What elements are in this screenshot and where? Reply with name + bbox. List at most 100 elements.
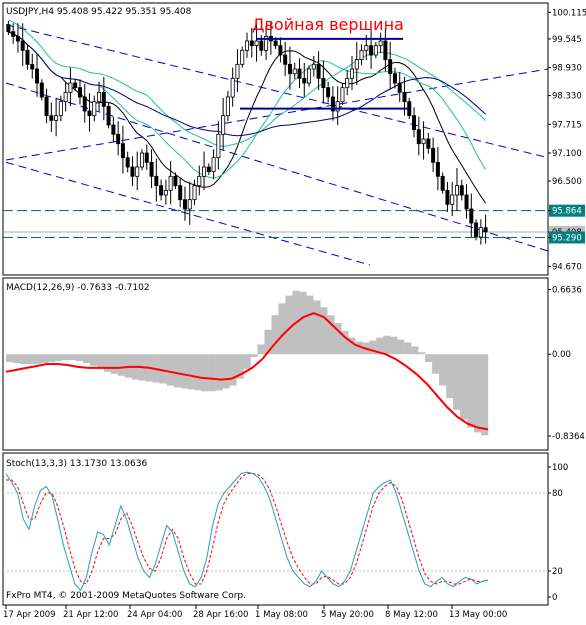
price-candle[interactable] [187,181,192,225]
price-candle[interactable] [192,179,197,206]
price-candle[interactable] [168,160,173,205]
price-candle[interactable] [92,95,97,122]
price-candle[interactable] [454,167,459,211]
price-candle[interactable] [349,55,354,91]
price-candle[interactable] [330,86,335,121]
price-candle[interactable] [178,177,183,208]
price-candle[interactable] [225,90,230,122]
price-candle[interactable] [335,86,340,125]
price-candle[interactable] [469,193,474,237]
price-candle[interactable] [54,97,59,137]
price-candle[interactable] [483,214,488,244]
price-candle[interactable] [6,20,11,36]
price-candle[interactable] [340,83,345,106]
price-candle[interactable] [97,81,102,112]
macd-signal-line[interactable] [5,312,489,431]
price-candle[interactable] [87,93,92,132]
trend-channel-line-2[interactable] [5,82,549,252]
price-candle[interactable] [435,146,440,191]
price-candle[interactable] [450,181,455,217]
price-candle[interactable] [68,67,73,107]
price-candle[interactable] [307,65,312,87]
price-candle[interactable] [426,132,431,154]
price-candle[interactable] [459,179,464,201]
price-candle[interactable] [388,41,393,90]
price-candle[interactable] [159,179,164,201]
price-candle[interactable] [73,79,78,92]
price-candle[interactable] [230,67,235,107]
price-candle[interactable] [140,149,145,171]
price-candle[interactable] [287,46,292,90]
price-candle[interactable] [144,144,149,170]
price-candle[interactable] [111,116,116,142]
price-candle[interactable] [182,186,187,221]
price-candle[interactable] [197,165,202,196]
moving-average-slow-line[interactable] [8,31,486,137]
price-candle[interactable] [116,121,121,156]
price-candle[interactable] [135,151,140,191]
price-candle[interactable] [440,172,445,194]
stoch-panel[interactable] [2,452,549,606]
price-candle[interactable] [378,32,383,54]
price-candle[interactable] [278,37,283,63]
price-candle[interactable] [63,81,68,112]
price-candle[interactable] [221,97,226,151]
price-candle[interactable] [249,27,254,58]
price-candle[interactable] [35,53,40,97]
price-candle[interactable] [416,116,421,156]
price-candle[interactable] [82,83,87,123]
price-candle[interactable] [211,149,216,180]
price-candle[interactable] [478,219,483,245]
price-candle[interactable] [240,46,245,68]
price-candle[interactable] [30,53,35,79]
price-candle[interactable] [283,41,288,77]
price-candle[interactable] [264,25,269,60]
trend-channel-line-3[interactable] [5,161,371,266]
price-candle[interactable] [421,121,426,160]
price-candle[interactable] [292,62,297,80]
price-candle[interactable] [297,58,302,88]
price-candle[interactable] [15,23,20,53]
price-candle[interactable] [202,151,207,191]
price-candle[interactable] [359,44,364,66]
price-candle[interactable] [383,27,388,72]
price-candle[interactable] [244,32,249,58]
price-candle[interactable] [373,41,378,59]
price-candle[interactable] [316,51,321,91]
stoch-main-line[interactable] [5,471,489,592]
price-candle[interactable] [58,95,63,122]
price-candle[interactable] [445,181,450,212]
moving-average-fast-line[interactable] [8,31,487,204]
price-candle[interactable] [173,172,178,190]
price-candle[interactable] [49,102,54,133]
price-candle[interactable] [39,79,44,101]
price-candle[interactable] [106,102,111,129]
price-candle[interactable] [77,79,82,105]
price-candle[interactable] [20,23,25,67]
price-candle[interactable] [345,69,350,96]
price-candle[interactable] [311,55,316,77]
price-candle[interactable] [163,179,168,205]
price-candle[interactable] [120,125,125,174]
price-candle[interactable] [125,151,130,173]
price-candle[interactable] [354,41,359,85]
price-candle[interactable] [206,163,211,176]
price-candle[interactable] [254,23,259,62]
price-candle[interactable] [412,107,417,138]
price-candle[interactable] [25,44,30,70]
price-candle[interactable] [149,149,154,189]
price-candle[interactable] [321,60,326,104]
price-candle[interactable] [216,121,221,170]
price-candle[interactable] [369,30,374,69]
price-candle[interactable] [101,76,106,121]
price-candle[interactable] [235,48,240,93]
price-candle[interactable] [44,88,49,124]
price-candle[interactable] [154,158,159,202]
price-candle[interactable] [397,72,402,102]
price-candle[interactable] [302,62,307,97]
price-candle[interactable] [130,156,135,186]
moving-average-teal-line-2[interactable] [8,19,486,147]
trend-channel-line-0[interactable] [5,68,549,161]
price-candle[interactable] [11,23,16,44]
price-candle[interactable] [464,184,469,219]
